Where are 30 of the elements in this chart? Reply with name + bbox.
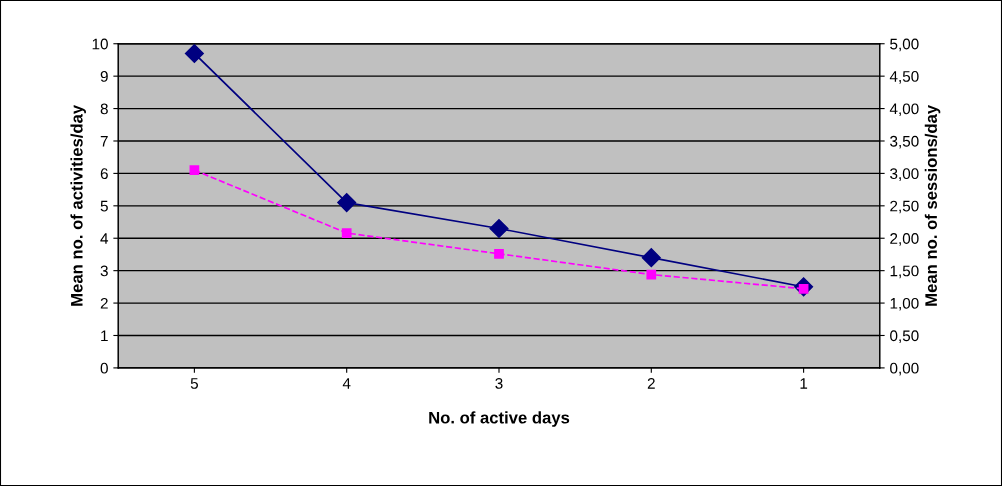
y2-tick-label: 0,00 [890,362,919,376]
y-tick-label: 9 [100,71,108,82]
y2-tick-label: 2,00 [890,233,919,246]
y2-tick-label: 1,00 [890,297,919,311]
x-tick-label: 2 [647,378,655,389]
y-tick-label: 8 [100,103,108,115]
y-tick-label: 3 [100,265,108,277]
y-tick-label: 7 [100,136,108,147]
y2-tick-label: 2,50 [890,200,919,214]
y2-tick-label: 4,00 [889,103,919,117]
y-tick-label: 10 [92,38,108,50]
y2-tick-label: 5,00 [890,38,919,52]
y2-axis-title: Mean no. of sessions/day [924,104,941,306]
x-tick-label: 4 [342,378,351,389]
x-axis-title: No. of active days [429,411,570,427]
y-tick-label: 2 [100,297,108,309]
y2-tick-label: 3,50 [890,135,919,149]
y-tick-label: 6 [100,168,108,180]
y-axis-title: Mean no. of activities/day [70,104,86,306]
y-tick-label: 0 [100,362,108,374]
x-tick-label: 1 [800,378,808,389]
y2-tick-label: 3,00 [890,168,919,181]
y-tick-label: 5 [100,200,108,212]
y2-tick-label: 4,50 [889,71,919,84]
y-tick-label: 1 [101,330,108,342]
x-tick-label: 3 [495,378,503,389]
x-tick-label: 5 [190,378,198,389]
y-tick-label: 4 [100,233,109,244]
y2-tick-label: 1,50 [890,265,919,279]
y2-tick-label: 0,50 [890,330,919,343]
